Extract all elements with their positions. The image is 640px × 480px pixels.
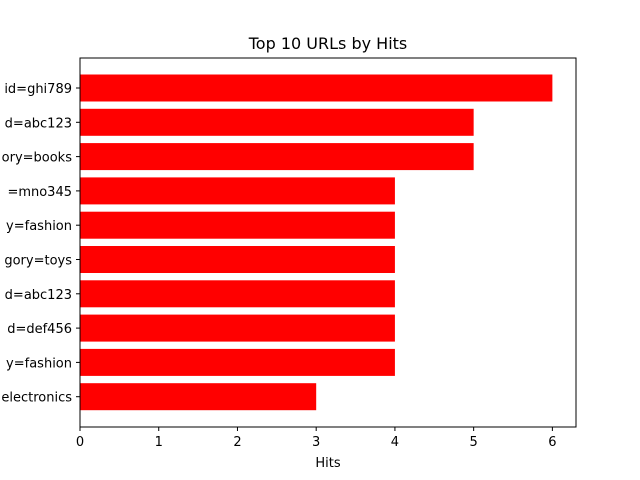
- y-tick-label: y=fashion: [6, 356, 72, 371]
- chart-title: Top 10 URLs by Hits: [248, 34, 408, 53]
- y-tick-label: =mno345: [7, 185, 72, 200]
- y-tick-label: ory=books: [2, 151, 73, 166]
- bar-6: [80, 246, 395, 273]
- y-tick-label: d=def456: [7, 322, 72, 337]
- bar-1: [80, 74, 553, 102]
- x-tick-label: 5: [470, 435, 478, 450]
- y-axis-ticks: id=ghi789 d=abc123 ory=books =mno345 y=fashi…: [1, 82, 80, 406]
- bar-5: [80, 211, 395, 239]
- y-tick-label: d=abc123: [5, 288, 72, 303]
- bar-10: [80, 383, 317, 411]
- bars-group: [80, 74, 553, 411]
- bar-2: [80, 108, 474, 136]
- bar-9: [80, 348, 395, 376]
- bar-3: [80, 143, 474, 171]
- x-axis-ticks: 0 1 2 3 4 5 6: [76, 427, 557, 450]
- y-tick-label: id=ghi789: [4, 82, 72, 97]
- bar-7: [80, 280, 395, 308]
- x-tick-label: 4: [391, 435, 399, 450]
- x-tick-label: 2: [233, 435, 241, 450]
- y-tick-label: electronics: [1, 391, 72, 406]
- bar-8: [80, 314, 395, 342]
- x-axis-label: Hits: [315, 456, 340, 471]
- y-tick-label: d=abc123: [5, 116, 72, 131]
- y-tick-label: y=fashion: [6, 219, 72, 234]
- y-tick-label: gory=toys: [4, 254, 72, 269]
- x-tick-label: 3: [312, 435, 320, 450]
- x-tick-label: 0: [76, 435, 84, 450]
- bar-4: [80, 177, 395, 205]
- x-tick-label: 1: [155, 435, 163, 450]
- plot-frame: [79, 57, 577, 428]
- x-tick-label: 6: [548, 435, 556, 450]
